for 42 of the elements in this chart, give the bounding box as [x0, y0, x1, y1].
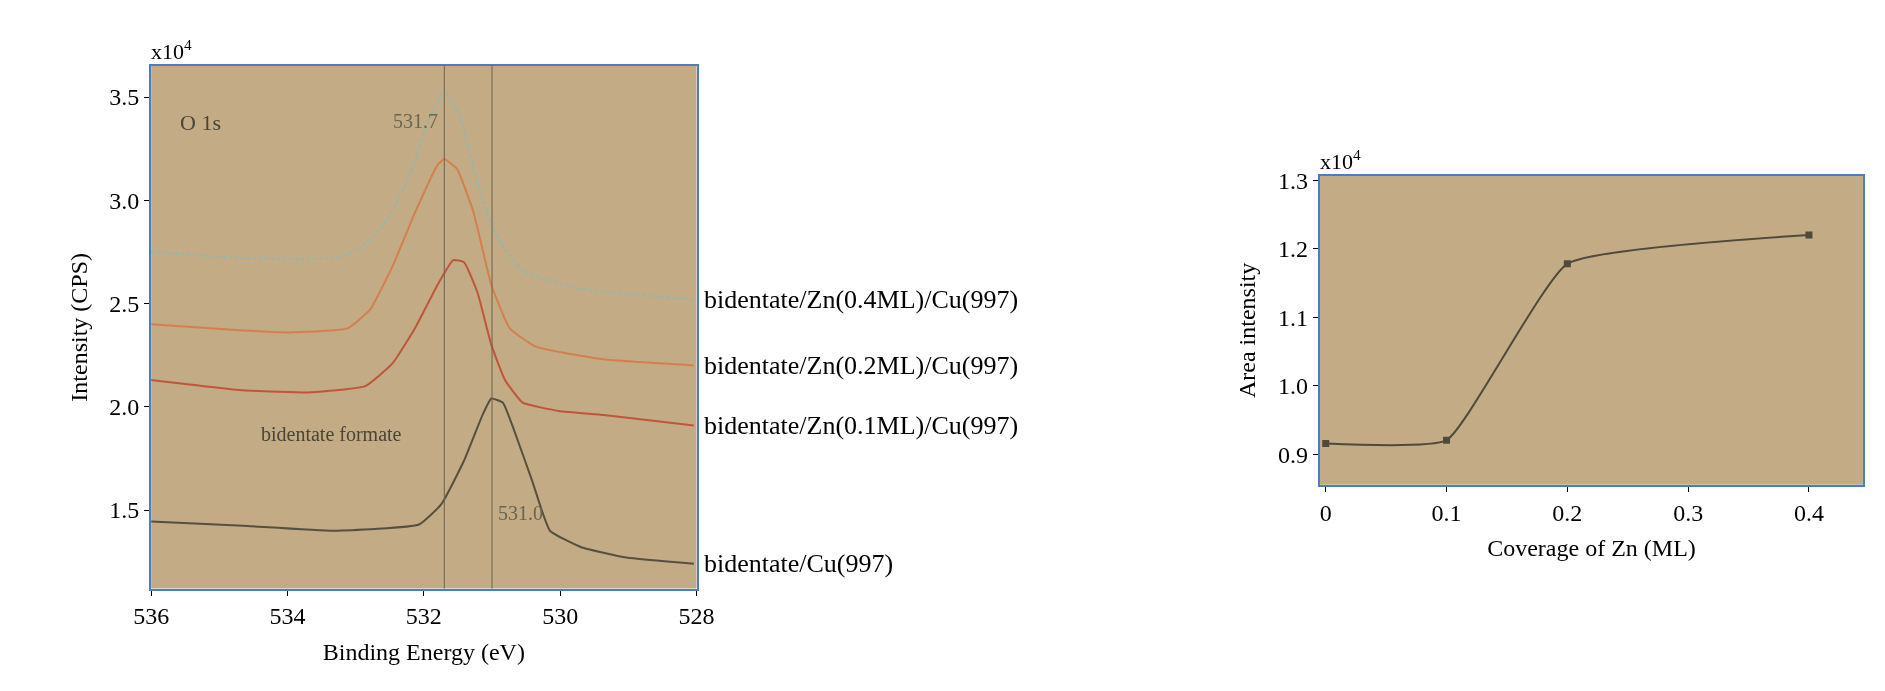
annotation: bidentate formate [261, 423, 402, 445]
y-tick-label: 1.0 [1277, 373, 1308, 400]
x-tick-label: 0.1 [1431, 499, 1462, 526]
x-tick-label: 0.4 [1793, 499, 1824, 526]
x-tick-label: 0.3 [1673, 499, 1704, 526]
x-axis-title: Binding Energy (eV) [322, 639, 525, 666]
annotation: O 1s [180, 110, 221, 135]
series-label: bidentate/Cu(997) [704, 549, 894, 578]
y-tick-label: 1.1 [1277, 304, 1308, 331]
series-label: bidentate/Zn(0.2ML)/Cu(997) [704, 351, 1019, 380]
series-label: bidentate/Zn(0.1ML)/Cu(997) [704, 411, 1019, 440]
y-tick-label: 1.2 [1277, 236, 1308, 263]
x-tick-label: 0.2 [1552, 499, 1583, 526]
line-series [151, 89, 695, 301]
line-series [151, 157, 695, 367]
x-axis-title: Coverage of Zn (ML) [1487, 535, 1696, 562]
text: x10$^{4}$ [151, 36, 192, 65]
point [1805, 231, 1813, 239]
ref-line-label: 531.0 [498, 502, 543, 524]
y-tick-label: 3.0 [109, 187, 140, 214]
x-tick-label: 528 [678, 603, 715, 630]
point [1322, 440, 1330, 448]
y-tick-label: 3.5 [109, 84, 140, 111]
line-series [151, 259, 695, 427]
x-tick-label: 0 [1319, 499, 1332, 526]
text: x10$^{4}$ [1320, 146, 1361, 175]
series-label: bidentate/Zn(0.4ML)/Cu(997) [704, 285, 1019, 314]
x-tick-label: 530 [542, 603, 579, 630]
point [1443, 436, 1451, 444]
line-series [151, 397, 695, 565]
y-tick-label: 2.5 [109, 290, 140, 317]
y-axis-title: Intensity (CPS) [65, 252, 92, 402]
x-tick-label: 536 [133, 603, 170, 630]
x-tick-label: 532 [405, 603, 442, 630]
y-tick-label: 0.9 [1277, 441, 1308, 468]
y-tick-label: 2.0 [109, 394, 140, 421]
y-tick-label: 1.5 [109, 497, 140, 524]
y-axis-title: Area intensity [1234, 262, 1261, 399]
point [1563, 260, 1571, 268]
x-tick-label: 534 [269, 603, 306, 630]
ref-line-label: 531.7 [393, 110, 438, 132]
y-tick-label: 1.3 [1277, 167, 1308, 194]
